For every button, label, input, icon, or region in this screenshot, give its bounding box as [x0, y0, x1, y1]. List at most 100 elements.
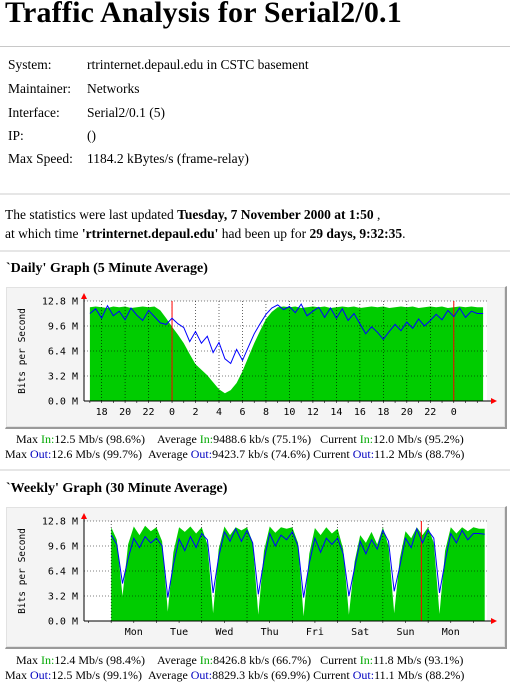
- y-tick-label: 12.8 M: [42, 297, 78, 308]
- y-axis-arrow: [81, 513, 87, 519]
- legend-in-word: In:: [199, 432, 214, 446]
- status-text: had been up for: [218, 226, 310, 241]
- weekly-graph: 0.0 M 3.2 M 6.4 M 9.6 M 12.8 M Mon Tue Wed Thu Fr…: [5, 506, 507, 649]
- legend-label: Current: [313, 668, 350, 682]
- x-axis-arrow: [491, 618, 497, 624]
- weekly-current-out: 11.1 Mb/s (88.2%): [374, 668, 465, 682]
- page-title: Traffic Analysis for Serial2/0.1: [5, 0, 402, 29]
- x-tick-label: 18: [377, 407, 389, 418]
- legend-out-word: Out:: [30, 668, 52, 682]
- y-axis-label: Bits per Second: [17, 308, 28, 394]
- last-update-time: Tuesday, 7 November 2000 at 1:50: [177, 207, 374, 222]
- interface-value: Serial2/0.1 (5): [87, 105, 165, 120]
- legend-out-word: Out:: [352, 447, 375, 461]
- y-tick-label: 3.2 M: [48, 372, 78, 383]
- uptime-value: 29 days, 9:32:35: [309, 226, 403, 241]
- daily-divider: [0, 469, 510, 471]
- x-tick-label: 20: [401, 407, 413, 418]
- weekly-max-out: 12.5 Mb/s (99.1%): [51, 668, 143, 682]
- weekly-graph-title: `Weekly' Graph (30 Minute Average): [6, 481, 228, 496]
- x-tick-label: 20: [119, 407, 131, 418]
- max-speed-label: Max Speed:: [8, 151, 73, 166]
- weekly-max-in: 12.4 Mb/s (98.4%): [54, 653, 146, 667]
- legend-in-word: In:: [199, 653, 214, 667]
- ip-label: IP:: [8, 128, 24, 143]
- weekly-traffic-chart: 0.0 M 3.2 M 6.4 M 9.6 M 12.8 M Mon Tue Wed Thu Fr…: [17, 513, 497, 638]
- x-tick-label: 4: [216, 407, 222, 418]
- daily-max-out: 12.6 Mb/s (99.7%): [51, 447, 143, 461]
- weekly-avg-in: 8426.8 kb/s (66.7%): [213, 653, 312, 667]
- weekly-legend-in: Max In:12.4 Mb/s (98.4%) Average In:8426…: [16, 653, 463, 668]
- weekly-avg-out: 8829.3 kb/s (69.9%): [212, 668, 311, 682]
- legend-label: Average: [148, 668, 188, 682]
- out-traffic-line: [89, 303, 484, 365]
- x-tick-label: 22: [424, 407, 436, 418]
- legend-in-word: In:: [359, 653, 374, 667]
- legend-label: Current: [320, 432, 357, 446]
- x-tick-label: 16: [354, 407, 366, 418]
- x-tick-label: Sat: [351, 627, 369, 638]
- daily-traffic-chart: 0.0 M 3.2 M 6.4 M 9.6 M 12.8 M 18 20 22 0 2 4 6 8 10 1…: [17, 293, 497, 418]
- daily-legend-in: Max In:12.5 Mb/s (98.6%) Average In:9488…: [16, 432, 464, 447]
- daily-graph-title: `Daily' Graph (5 Minute Average): [6, 261, 208, 276]
- y-axis-arrow: [81, 293, 87, 299]
- status-text: .: [402, 226, 406, 241]
- legend-out-word: Out:: [190, 447, 213, 461]
- x-tick-label: Mon: [125, 627, 143, 638]
- legend-label: Average: [157, 432, 197, 446]
- legend-label: Current: [320, 653, 357, 667]
- y-tick-label: 3.2 M: [48, 592, 78, 603]
- last-update-status: The statistics were last updated Tuesday…: [5, 205, 405, 243]
- in-traffic-area: [111, 525, 485, 621]
- out-traffic-line: [110, 527, 485, 598]
- x-tick-label: 0: [169, 407, 175, 418]
- x-tick-label: 2: [193, 407, 199, 418]
- daily-current-in: 12.0 Mb/s (95.2%): [373, 432, 464, 446]
- legend-out-word: Out:: [30, 447, 52, 461]
- y-tick-label: 12.8 M: [42, 517, 78, 528]
- status-text: The statistics were last updated: [5, 207, 178, 222]
- y-tick-label: 6.4 M: [48, 567, 78, 578]
- y-tick-label: 6.4 M: [48, 347, 78, 358]
- legend-out-word: Out:: [190, 668, 213, 682]
- router-name: 'rtrinternet.depaul.edu': [81, 226, 219, 241]
- maintainer-label: Maintainer:: [8, 81, 71, 96]
- status-text: ,: [373, 207, 381, 222]
- legend-label: Max: [5, 668, 27, 682]
- weekly-legend-out: Max Out:12.5 Mb/s (99.1%) Average Out:88…: [5, 668, 464, 683]
- x-tick-label: Fri: [306, 627, 324, 638]
- x-tick-label: 18: [96, 407, 108, 418]
- x-tick-label: Wed: [215, 627, 233, 638]
- weekly-current-in: 11.8 Mb/s (93.1%): [373, 653, 464, 667]
- daily-avg-in: 9488.6 kb/s (75.1%): [213, 432, 312, 446]
- interface-label: Interface:: [8, 105, 60, 120]
- legend-in-word: In:: [41, 432, 55, 446]
- title-divider: [0, 46, 510, 47]
- y-tick-label: 9.6 M: [48, 542, 78, 553]
- y-axis-label: Bits per Second: [17, 528, 28, 614]
- info-divider: [0, 193, 510, 195]
- x-tick-label: Sun: [396, 627, 414, 638]
- y-tick-label: 0.0 M: [48, 397, 78, 408]
- legend-label: Max: [16, 432, 38, 446]
- max-speed-value: 1184.2 kBytes/s (frame-relay): [87, 151, 249, 166]
- legend-label: Max: [5, 447, 27, 461]
- x-tick-label: Tue: [170, 627, 188, 638]
- status-text: at which time: [5, 226, 82, 241]
- daily-graph: 0.0 M 3.2 M 6.4 M 9.6 M 12.8 M 18 20 22 0 2 4 6 8 10 1…: [5, 286, 507, 429]
- daily-current-out: 11.2 Mb/s (88.7%): [374, 447, 465, 461]
- x-tick-label: 0: [451, 407, 457, 418]
- x-tick-label: Mon: [442, 627, 460, 638]
- legend-label: Average: [157, 653, 197, 667]
- x-tick-label: 6: [239, 407, 245, 418]
- maintainer-value: Networks: [87, 81, 140, 96]
- status-divider: [0, 250, 510, 252]
- legend-label: Current: [313, 447, 350, 461]
- system-label: System:: [8, 57, 52, 72]
- daily-avg-out: 9423.7 kb/s (74.6%): [212, 447, 311, 461]
- legend-in-word: In:: [41, 653, 55, 667]
- legend-label: Average: [148, 447, 188, 461]
- x-tick-label: 14: [330, 407, 342, 418]
- in-traffic-area: [89, 306, 484, 401]
- ip-value: (): [87, 128, 96, 143]
